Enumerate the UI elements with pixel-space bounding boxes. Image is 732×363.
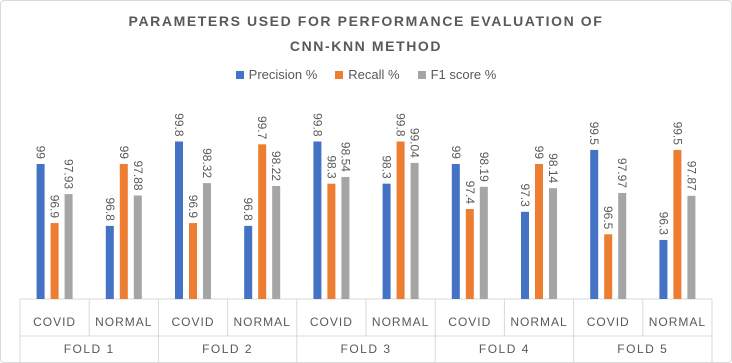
- bar: [244, 225, 253, 299]
- bar: [521, 211, 529, 299]
- data-label: 99: [117, 146, 131, 160]
- x-tick-label: NORMAL: [95, 315, 152, 329]
- bar: [272, 185, 281, 299]
- bar: [604, 234, 613, 299]
- bar: [50, 223, 59, 299]
- bar: [64, 194, 73, 299]
- legend-swatch: [335, 70, 344, 79]
- bar: [133, 195, 142, 299]
- bar: [36, 164, 45, 299]
- data-label: 96.9: [186, 195, 200, 219]
- data-label: 98.22: [269, 151, 283, 181]
- data-label: 97.3: [518, 183, 532, 207]
- bar: [341, 176, 350, 299]
- data-label: 97.87: [684, 161, 698, 191]
- bar: [382, 183, 391, 299]
- legend-swatch: [417, 70, 426, 79]
- chart-title: PARAMETERS USED FOR PERFORMANCE EVALUATI…: [128, 13, 604, 54]
- data-label: 98.3: [324, 155, 338, 179]
- bar: [175, 141, 183, 299]
- bar: [410, 162, 419, 299]
- x-tick-label: COVID: [310, 315, 353, 329]
- x-tick-label: COVID: [587, 315, 630, 329]
- bar: [535, 164, 543, 299]
- bar: [105, 225, 114, 299]
- x-tick-label: NORMAL: [510, 315, 567, 329]
- legend-label: Recall %: [348, 67, 400, 82]
- x-tick-label: COVID: [33, 315, 76, 329]
- x-tick-label: NORMAL: [372, 315, 429, 329]
- legend-item: Recall %: [335, 67, 400, 82]
- x-tick-label: COVID: [448, 315, 491, 329]
- data-label: 99.5: [670, 122, 684, 146]
- group-label: FOLD 4: [479, 342, 530, 356]
- data-label: 99.7: [255, 116, 269, 140]
- bar: [258, 144, 267, 299]
- data-label: 96.3: [656, 212, 670, 236]
- data-label: 97.88: [131, 160, 145, 190]
- bar: [549, 188, 557, 299]
- bar: [590, 149, 599, 299]
- data-label: 96.9: [48, 195, 62, 219]
- bar: [479, 186, 488, 299]
- group-label: FOLD 2: [202, 342, 253, 356]
- data-label: 98.54: [338, 142, 352, 172]
- legend-swatch: [235, 70, 244, 79]
- bar: [327, 183, 336, 299]
- bar: [451, 164, 460, 299]
- bar: [659, 239, 668, 299]
- legend-label: F1 score %: [430, 67, 497, 82]
- data-label: 99.04: [408, 128, 422, 158]
- data-label: 97.93: [62, 159, 76, 189]
- bar: [618, 192, 627, 299]
- group-label: FOLD 5: [617, 342, 668, 356]
- data-label: 96.5: [601, 206, 615, 230]
- bar: [687, 195, 696, 299]
- data-label: 99.8: [310, 113, 324, 137]
- data-label: 96.8: [241, 198, 255, 222]
- data-label: 99: [449, 146, 463, 160]
- bar: [313, 141, 322, 299]
- data-label: 98.3: [380, 155, 394, 179]
- data-label: 96.8: [103, 198, 117, 222]
- data-label: 97.4: [463, 181, 477, 205]
- x-tick-label: NORMAL: [234, 315, 291, 329]
- data-label: 99.8: [172, 113, 186, 137]
- bar: [119, 164, 128, 299]
- bar: [673, 149, 682, 299]
- legend-item: F1 score %: [417, 67, 497, 82]
- data-label: 98.19: [477, 152, 491, 182]
- bar: [189, 223, 197, 299]
- bar: [396, 141, 405, 299]
- data-label: 97.97: [615, 158, 629, 188]
- x-tick-label: NORMAL: [649, 315, 706, 329]
- data-label: 99: [532, 146, 546, 160]
- legend-item: Precision %: [235, 67, 318, 82]
- group-label: FOLD 1: [64, 342, 115, 356]
- bar: [465, 209, 474, 299]
- data-label: 98.14: [546, 153, 560, 183]
- bar: [203, 183, 211, 299]
- group-label: FOLD 3: [340, 342, 391, 356]
- data-label: 99: [34, 146, 48, 160]
- data-label: 98.32: [200, 148, 214, 178]
- legend: Precision % Recall % F1 score %: [1, 67, 731, 82]
- legend-label: Precision %: [248, 67, 318, 82]
- data-label: 99.5: [587, 122, 601, 146]
- data-label: 99.8: [394, 113, 408, 137]
- x-tick-label: COVID: [171, 315, 214, 329]
